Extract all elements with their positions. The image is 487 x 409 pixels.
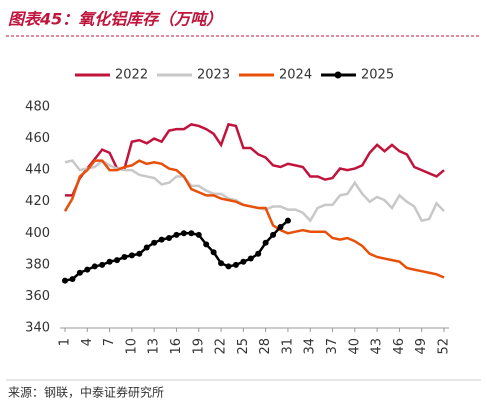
y-tick-label: 420 [25, 194, 50, 209]
legend-label: 2023 [197, 68, 230, 83]
x-tick-label: 52 [437, 338, 452, 355]
x-tick-label: 40 [347, 338, 362, 355]
point [232, 261, 239, 268]
point [195, 231, 202, 238]
point [99, 261, 106, 268]
x-tick-label: 37 [325, 338, 340, 355]
point [158, 236, 165, 243]
point [247, 255, 254, 262]
point [151, 239, 158, 246]
point [255, 250, 262, 257]
legend-label: 2022 [115, 68, 148, 83]
x-tick-label: 1 [58, 338, 73, 346]
point [128, 252, 135, 259]
point [84, 266, 91, 273]
point [188, 230, 195, 237]
y-tick-label: 360 [25, 289, 50, 304]
chart-title: 图表45：氧化铝库存（万吨） [8, 10, 222, 29]
series-line [64, 219, 289, 282]
source: 来源：钢联，中泰证券研究所 [8, 385, 164, 400]
point [76, 269, 83, 276]
x-tick-label: 43 [370, 338, 385, 355]
series-line [65, 122, 445, 197]
x-tick-label: 46 [392, 338, 407, 355]
point [270, 231, 277, 238]
point [143, 244, 150, 251]
legend-label: 2024 [279, 68, 312, 83]
x-tick-label: 28 [258, 338, 273, 355]
y-tick-label: 460 [25, 131, 50, 146]
point [262, 239, 269, 246]
x-tick-label: 7 [102, 338, 117, 346]
point [225, 263, 232, 270]
point [166, 235, 173, 242]
x-tick-label: 10 [124, 338, 139, 355]
y-tick-label: 440 [25, 163, 50, 178]
point [284, 217, 291, 224]
y-tick-label: 340 [25, 321, 50, 336]
x-tick-label: 22 [214, 338, 229, 355]
legend-marker [334, 71, 342, 79]
y-tick-label: 380 [25, 257, 50, 272]
x-tick-label: 4 [80, 338, 95, 346]
point [203, 241, 210, 248]
point [218, 260, 225, 267]
point [114, 257, 121, 264]
legend-label: 2025 [361, 68, 394, 83]
x-tick-label: 34 [303, 338, 318, 355]
x-tick-label: 31 [280, 338, 295, 355]
point [136, 250, 143, 257]
point [210, 249, 217, 256]
x-tick-label: 19 [191, 338, 206, 355]
point [277, 223, 284, 230]
point [180, 230, 187, 237]
point [69, 276, 76, 283]
point [106, 258, 113, 265]
series-line [63, 159, 445, 279]
point [240, 258, 247, 265]
x-tick-label: 49 [414, 338, 429, 355]
x-tick-label: 13 [147, 338, 162, 355]
point [121, 253, 128, 260]
y-tick-label: 400 [25, 226, 50, 241]
x-tick-label: 25 [236, 338, 251, 355]
x-tick-label: 16 [169, 338, 184, 355]
point [62, 277, 68, 284]
point [91, 263, 98, 270]
point [173, 231, 180, 238]
y-tick-label: 480 [25, 100, 50, 115]
series-line [64, 159, 445, 223]
